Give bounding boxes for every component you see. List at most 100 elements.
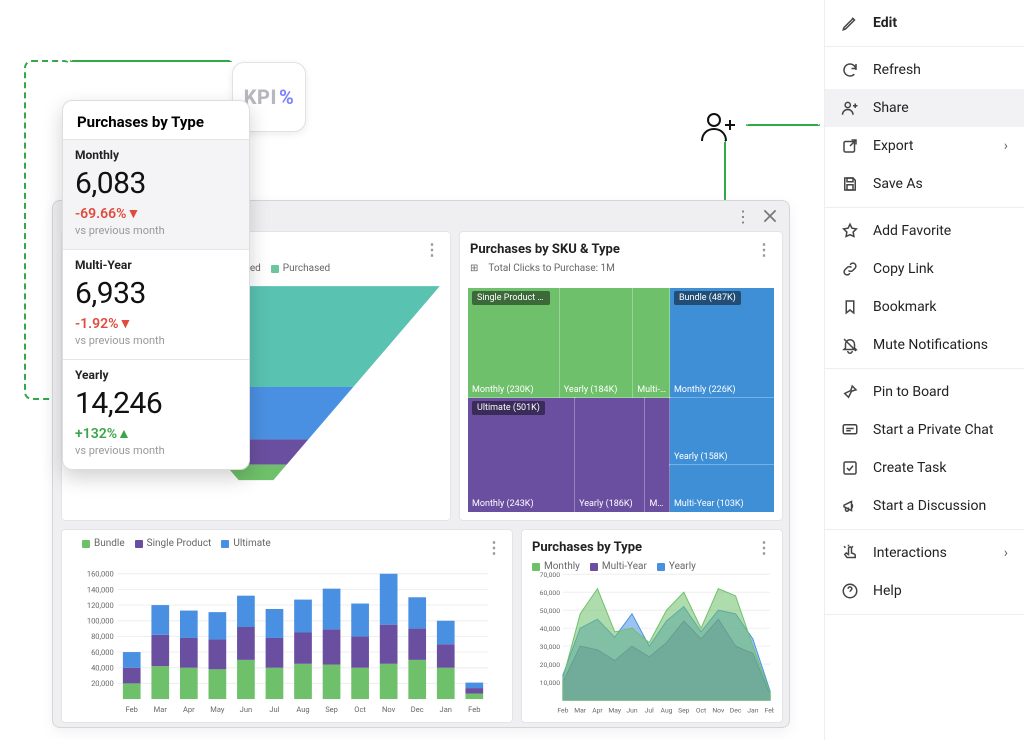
svg-text:80,000: 80,000 [91,632,114,641]
menu-item-refresh[interactable]: Refresh [825,51,1024,89]
check-square-icon [841,459,859,477]
svg-text:120,000: 120,000 [87,601,114,610]
tile-areachart: Purchases by Type⋮ Monthly Multi-Year Ye… [521,529,783,723]
svg-text:40,000: 40,000 [540,625,561,633]
svg-text:Feb: Feb [557,707,568,715]
tile-areachart-title: Purchases by Type [532,540,642,555]
kpi-cell-value: 14,246 [75,386,237,421]
svg-text:100,000: 100,000 [87,617,114,626]
area-chart: 10,00020,00030,00040,00050,00060,00070,0… [530,570,774,716]
svg-text:50,000: 50,000 [540,607,561,615]
svg-text:20,000: 20,000 [540,661,561,669]
svg-text:60,000: 60,000 [91,648,114,657]
kpi-cell-yearly: Yearly 14,246 +132%▲ vs previous month [63,360,249,469]
refresh-icon [841,61,859,79]
svg-text:Oct: Oct [696,707,706,715]
svg-text:Nov: Nov [712,707,725,715]
menu-item-saveas[interactable]: Save As [825,165,1024,203]
svg-text:20,000: 20,000 [91,679,114,688]
bell-slash-icon [841,336,859,354]
kpi-cell-vs: vs previous month [75,224,237,237]
svg-text:Sep: Sep [678,707,690,715]
svg-text:Feb: Feb [765,707,774,715]
menu-item-share[interactable]: Share [825,89,1024,127]
svg-text:Dec: Dec [411,705,424,714]
menu-item-add-favorite[interactable]: Add Favorite [825,212,1024,250]
dash-share-to-menu [746,124,820,126]
svg-text:May: May [608,707,622,715]
kpi-cell-multiyear: Multi-Year 6,933 -1.92%▼ vs previous mon… [63,250,249,360]
menu-item-pin[interactable]: Pin to Board [825,373,1024,411]
chevron-right-icon: › [1004,545,1008,561]
dash-share-vertical [724,140,726,202]
bookmark-icon [841,298,859,316]
tile-kebab-icon[interactable]: ⋮ [424,240,440,259]
export-icon [841,137,859,155]
svg-text:Jun: Jun [240,705,252,714]
svg-text:60,000: 60,000 [540,589,561,597]
save-icon [841,175,859,193]
svg-text:May: May [210,705,225,714]
svg-text:Jan: Jan [440,705,452,714]
menu-item-mute[interactable]: Mute Notifications [825,326,1024,364]
kpi-cell-value: 6,083 [75,166,237,201]
kpi-cell-delta: -1.92%▼ [75,315,237,332]
svg-text:Aug: Aug [661,707,673,715]
svg-text:Feb: Feb [126,705,138,714]
share-person-plus-icon [841,99,859,117]
svg-text:Dec: Dec [730,707,742,715]
menu-item-create-task[interactable]: Create Task [825,449,1024,487]
svg-text:30,000: 30,000 [540,643,561,651]
panel-close-icon[interactable] [761,207,779,225]
svg-text:70,000: 70,000 [540,571,561,579]
menu-item-export[interactable]: Export› [825,127,1024,165]
svg-text:Sep: Sep [325,705,338,714]
menu-item-help[interactable]: Help [825,572,1024,610]
menu-item-edit[interactable]: Edit [825,4,1024,42]
kpi-cell-delta: +132%▲ [75,425,237,442]
svg-text:160,000: 160,000 [87,570,114,579]
share-person-icon [700,110,740,142]
kpi-cell-vs: vs previous month [75,444,237,457]
tile-kebab-icon[interactable]: ⋮ [486,538,502,557]
svg-text:40,000: 40,000 [91,664,114,673]
svg-text:Nov: Nov [382,705,396,714]
kpi-cell-vs: vs previous month [75,334,237,347]
menu-item-copy-link[interactable]: Copy Link [825,250,1024,288]
menu-item-private-chat[interactable]: Start a Private Chat [825,411,1024,449]
svg-text:Mar: Mar [154,705,168,714]
svg-text:Feb: Feb [468,705,480,714]
svg-text:Jun: Jun [626,707,637,715]
tile-kebab-icon[interactable]: ⋮ [756,538,772,557]
tile-barchart-legend: Bundle Single Product Ultimate [72,538,281,553]
svg-text:Apr: Apr [183,705,195,714]
svg-text:Apr: Apr [592,707,603,715]
link-icon [841,260,859,278]
kpi-cell-label: Yearly [75,368,237,382]
tile-barchart: ⋮ Bundle Single Product Ultimate 20,000 4… [61,529,513,723]
pin-icon [841,383,859,401]
tile-treemap-subtitle: ⊞Total Clicks to Purchase: 1M [460,263,782,278]
tile-kebab-icon[interactable]: ⋮ [756,240,772,259]
treemap-chart: Single Product (508K)Monthly (230K)Yearl… [468,288,774,512]
menu-item-discussion[interactable]: Start a Discussion [825,487,1024,525]
menu-item-bookmark[interactable]: Bookmark [825,288,1024,326]
kpi-popup: Purchases by Type Monthly 6,083 -69.66%▼… [62,100,250,470]
tile-treemap: Purchases by SKU & Type⋮ ⊞Total Clicks t… [459,231,783,521]
svg-text:Jan: Jan [747,707,758,715]
svg-text:Jul: Jul [645,707,654,715]
chevron-right-icon: › [1004,138,1008,154]
kpi-cell-label: Monthly [75,148,237,162]
svg-text:Oct: Oct [354,705,366,714]
tap-icon [841,544,859,562]
pencil-icon [841,14,859,32]
svg-text:Aug: Aug [296,705,309,714]
panel-kebab-icon[interactable]: ⋮ [735,207,753,225]
svg-text:140,000: 140,000 [87,585,114,594]
menu-item-interactions[interactable]: Interactions› [825,534,1024,572]
help-icon [841,582,859,600]
svg-text:Jul: Jul [269,705,279,714]
kpi-cell-delta: -69.66%▼ [75,205,237,222]
megaphone-icon [841,497,859,515]
kpi-cell-label: Multi-Year [75,258,237,272]
